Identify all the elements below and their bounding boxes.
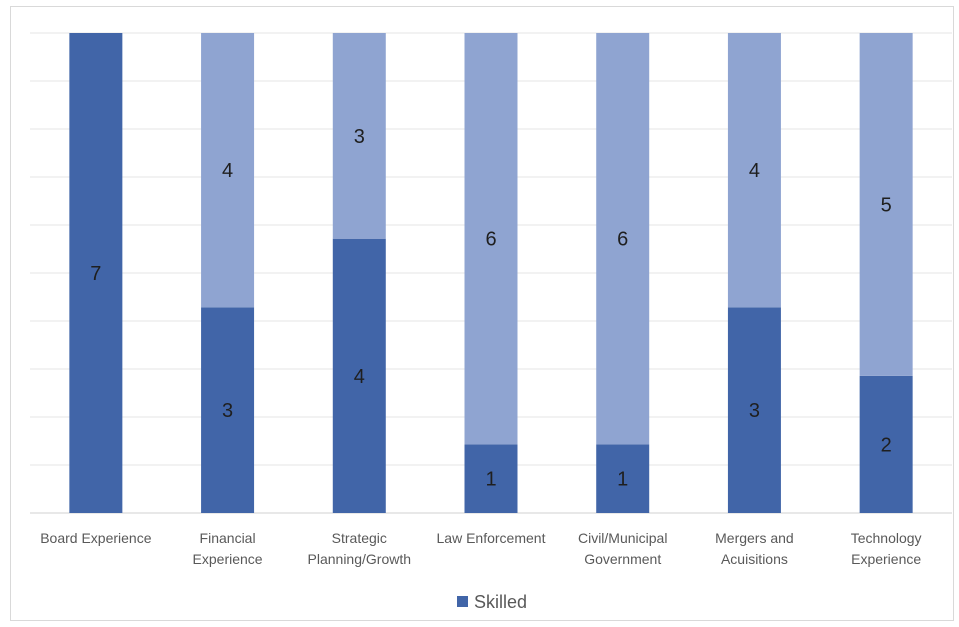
bar-segment-series-2-5 xyxy=(596,33,650,445)
bar-segment-series-2-7 xyxy=(859,33,913,376)
bar-segment-skilled-3 xyxy=(332,238,386,513)
data-label: 5 xyxy=(881,194,892,216)
data-label: 4 xyxy=(749,160,760,182)
data-label: 3 xyxy=(354,126,365,148)
bar-segment-skilled-6 xyxy=(727,307,781,513)
category-label-3: Strategic Planning/Growth xyxy=(308,530,412,567)
data-label: 4 xyxy=(354,366,365,388)
category-labels: Board Experience Financial Experience Strat… xyxy=(40,530,921,567)
data-label: 6 xyxy=(485,229,496,251)
bar-segment-series-2-3 xyxy=(332,33,386,239)
data-label: 3 xyxy=(222,400,233,422)
bar-segment-series-2-2 xyxy=(201,33,255,308)
data-label: 6 xyxy=(617,229,628,251)
category-label-1: Board Experience xyxy=(40,530,152,546)
bar-segment-skilled-4 xyxy=(464,444,518,513)
bar-segment-skilled-5 xyxy=(596,444,650,513)
category-label-6: Mergers and Acuisitions xyxy=(715,530,794,567)
bar-segment-skilled-1 xyxy=(69,33,123,513)
legend: Skilled xyxy=(457,592,527,612)
category-label-4: Law Enforcement xyxy=(437,530,546,546)
category-label-2: Financial Experience xyxy=(193,530,263,567)
data-label: 4 xyxy=(222,160,233,182)
data-label: 2 xyxy=(881,434,892,456)
bar-segment-series-2-6 xyxy=(727,33,781,308)
bar-segment-skilled-2 xyxy=(201,307,255,513)
legend-swatch-skilled xyxy=(457,596,468,607)
category-label-5: Civil/Municipal Government xyxy=(578,530,667,567)
data-label: 3 xyxy=(749,400,760,422)
category-label-7: Technology Experience xyxy=(851,530,922,567)
legend-label-skilled: Skilled xyxy=(474,592,527,612)
data-label: 1 xyxy=(617,469,628,491)
data-label: 1 xyxy=(485,469,496,491)
bar-segment-skilled-7 xyxy=(859,375,913,513)
data-label: 7 xyxy=(90,263,101,285)
bar-segment-series-2-4 xyxy=(464,33,518,445)
data-labels: 7 3 4 4 3 1 6 1 6 3 4 2 5 xyxy=(90,126,891,491)
bars xyxy=(69,33,913,513)
